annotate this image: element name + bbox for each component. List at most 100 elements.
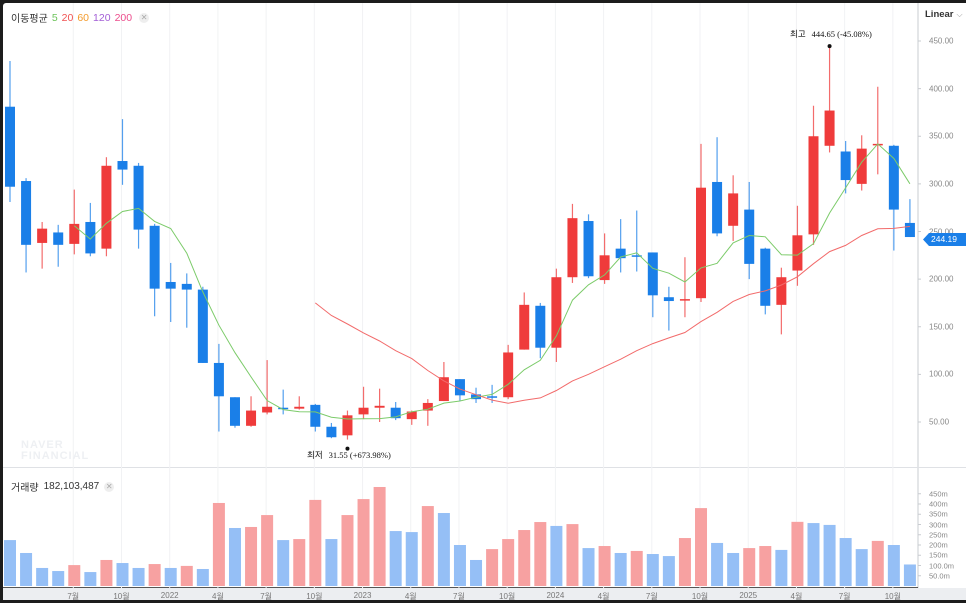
volume-bar: [887, 545, 900, 586]
ma-20-line: [314, 225, 910, 404]
price-tick-label: 100.00: [929, 369, 954, 379]
candle-body: [679, 299, 690, 301]
time-tick-label: 4월: [790, 592, 803, 600]
volume-bar: [325, 539, 338, 586]
candle-body: [181, 283, 192, 290]
volume-bar: [4, 540, 16, 586]
candle-body: [454, 379, 465, 396]
volume-tick-label: 150m: [929, 550, 948, 560]
time-tick-label: 10월: [884, 592, 901, 600]
ma-200-label[interactable]: 200: [114, 11, 133, 24]
volume-bar: [228, 527, 241, 586]
volume-bar: [148, 564, 161, 586]
ma-5-line: [73, 143, 911, 420]
volume-tick-label: 100.0m: [929, 561, 955, 570]
ma-120-label[interactable]: 120: [93, 11, 111, 24]
candle-body: [406, 411, 417, 420]
volume-bar: [180, 565, 193, 586]
stock-chart-panel: NAVER FINANCIAL 이동평균 5 20 60 120 200 ✕ 거래…: [3, 3, 966, 600]
volume-bar: [261, 515, 274, 586]
candle-body: [69, 223, 80, 244]
ma-20-label[interactable]: 20: [61, 11, 74, 24]
volume-bar: [373, 486, 386, 586]
volume-bar: [245, 526, 258, 586]
candle-body: [776, 277, 787, 305]
candle-body: [117, 161, 128, 170]
volume-bar: [116, 563, 129, 586]
candle-body: [599, 255, 610, 281]
volume-tick-label: 350m: [929, 509, 948, 519]
candle-body: [133, 165, 144, 230]
volume-tick-label: 300m: [929, 520, 948, 529]
price-tick-label: 50.00: [929, 417, 950, 427]
candle-body: [503, 352, 514, 398]
price-tick-label: 300.00: [929, 179, 954, 189]
candle-body: [567, 218, 578, 278]
ma-60-label[interactable]: 60: [77, 11, 90, 24]
price-tick-label: 350.00: [929, 131, 954, 141]
scale-type-label: Linear: [925, 9, 954, 20]
volume-tick-label: 50.0m: [929, 571, 950, 581]
candle-body: [149, 225, 160, 289]
volume-bar: [357, 499, 370, 586]
low-change: (+673.98%): [349, 450, 391, 460]
ma-5-label[interactable]: 5: [51, 11, 58, 24]
volume-bar: [309, 499, 322, 586]
volume-bar: [695, 508, 708, 586]
candle-body: [824, 110, 835, 146]
time-tick-label: 4월: [404, 592, 417, 600]
high-marker: [827, 44, 832, 49]
candle-body: [294, 406, 305, 409]
high-value: 444.65: [811, 29, 836, 39]
volume-bar: [68, 565, 81, 586]
candle-body: [390, 407, 401, 419]
time-tick-label: 2024: [546, 591, 565, 600]
close-icon[interactable]: ✕: [104, 481, 115, 492]
low-annotation: 최저 31.55 (+673.98%): [307, 449, 391, 461]
scale-type-dropdown[interactable]: Linear ⌵: [925, 9, 963, 20]
candlestick-chart[interactable]: [3, 3, 966, 600]
volume-bar: [791, 521, 804, 586]
volume-tick-label: 200m: [929, 540, 948, 550]
volume-bar: [132, 567, 145, 586]
volume-bar: [20, 552, 33, 586]
candle-body: [342, 415, 353, 436]
time-tick-label: 4월: [212, 592, 224, 600]
candle-body: [631, 255, 642, 257]
time-tick-label: 7월: [645, 592, 658, 600]
volume-bar: [470, 559, 483, 586]
time-tick-label: 4월: [597, 592, 610, 600]
volume-bar: [711, 542, 724, 586]
volume-bar: [84, 572, 97, 586]
volume-bar: [727, 552, 740, 586]
price-tick-label: 450.00: [929, 36, 954, 46]
high-change: (-45.08%): [837, 29, 872, 39]
volume-bar: [518, 530, 531, 586]
volume-bar: [100, 559, 113, 586]
price-tick-label: 150.00: [929, 322, 954, 332]
candle-body: [358, 407, 369, 415]
candle-body: [101, 165, 112, 249]
candle-body: [551, 277, 562, 348]
volume-title: 거래량: [11, 483, 39, 494]
candle-body: [326, 426, 337, 438]
volume-bar: [582, 548, 595, 586]
candle-body: [647, 252, 658, 296]
volume-bar: [839, 538, 852, 586]
candle-body: [888, 145, 899, 210]
volume-bar: [52, 571, 65, 586]
volume-bar: [389, 531, 402, 586]
price-tick-label: 400.00: [929, 84, 954, 94]
volume-bar: [164, 567, 177, 586]
candle-body: [85, 221, 96, 254]
candle-body: [278, 407, 289, 410]
moving-average-title: 이동평균: [11, 14, 48, 25]
close-icon[interactable]: ✕: [139, 12, 150, 23]
volume-bar: [534, 522, 547, 586]
moving-average-legend: 이동평균 5 20 60 120 200 ✕: [11, 10, 150, 25]
candle-body: [422, 402, 433, 411]
low-marker: [345, 446, 350, 451]
time-tick-label: 7월: [67, 592, 80, 600]
candle-body: [760, 248, 771, 306]
candle-body: [712, 181, 723, 234]
